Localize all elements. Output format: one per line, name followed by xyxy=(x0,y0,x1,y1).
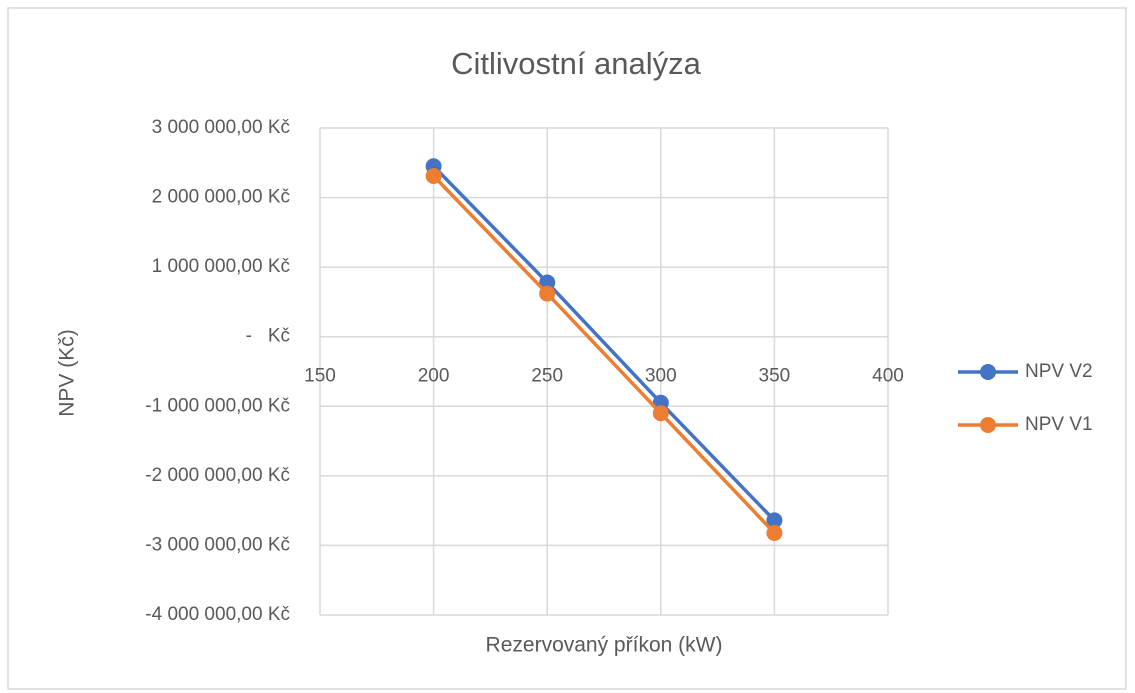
data-point xyxy=(766,512,783,529)
y-tick-label: 3 000 000,00 Kč xyxy=(152,117,290,138)
x-tick-label: 200 xyxy=(418,366,450,387)
legend-label: NPV V2 xyxy=(1025,361,1093,382)
x-axis-label: Rezervovaný příkon (kW) xyxy=(486,634,723,657)
series-line xyxy=(432,174,776,535)
y-tick-label: 1 000 000,00 Kč xyxy=(152,256,290,277)
legend-label: NPV V1 xyxy=(1025,414,1093,435)
chart-title: Citlivostní analýza xyxy=(451,46,702,81)
x-tick-label: 250 xyxy=(531,366,563,387)
data-point xyxy=(539,274,556,291)
y-axis-label: NPV (Kč) xyxy=(56,329,79,417)
y-tick-label: - Kč xyxy=(246,326,290,347)
x-tick-label: 400 xyxy=(872,366,904,387)
x-tick-label: 350 xyxy=(759,366,791,387)
legend-marker xyxy=(980,417,996,433)
legend-marker xyxy=(980,364,996,380)
y-tick-label: -4 000 000,00 Kč xyxy=(145,604,290,625)
y-tick-label: -3 000 000,00 Kč xyxy=(145,534,290,555)
data-point xyxy=(425,168,442,185)
chart-border xyxy=(7,7,1127,690)
y-tick-label: -1 000 000,00 Kč xyxy=(145,395,290,416)
x-tick-label: 300 xyxy=(645,366,677,387)
x-tick-label: 150 xyxy=(304,366,336,387)
data-point xyxy=(539,285,556,302)
series-line xyxy=(432,165,776,522)
data-point xyxy=(652,405,669,422)
y-tick-label: 2 000 000,00 Kč xyxy=(152,187,290,208)
data-point xyxy=(766,524,783,541)
y-tick-label: -2 000 000,00 Kč xyxy=(145,465,290,486)
